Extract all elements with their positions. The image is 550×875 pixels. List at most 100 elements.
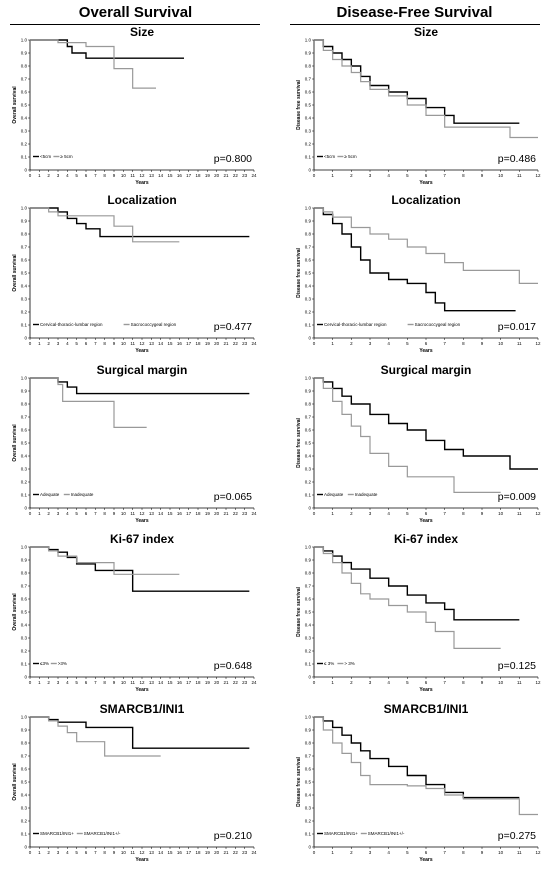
x-tick-label: 12	[139, 173, 145, 178]
y-axis-label: Disease free survival	[296, 587, 302, 637]
x-tick-label: 4	[387, 850, 390, 855]
y-tick-label: 1.0	[305, 545, 312, 550]
y-tick-label: 0.1	[21, 493, 28, 498]
km-curve-group-1	[30, 546, 250, 592]
x-tick-label: 4	[66, 680, 69, 685]
y-tick-label: 0.4	[21, 623, 28, 628]
y-tick-label: 0.5	[305, 610, 312, 615]
y-tick-label: 0.2	[21, 649, 28, 654]
x-tick-label: 12	[535, 341, 541, 346]
legend-label: SMARCB1/INI1+/-	[84, 831, 121, 836]
x-tick-label: 9	[113, 341, 116, 346]
x-tick-label: 17	[186, 850, 192, 855]
x-axis-label: Years	[419, 348, 433, 354]
x-tick-label: 6	[425, 173, 428, 178]
x-tick-label: 6	[85, 341, 88, 346]
x-tick-label: 5	[406, 850, 409, 855]
y-axis-label: Overall survival	[12, 424, 18, 462]
y-tick-label: 0.3	[305, 806, 312, 811]
y-tick-label: 0.6	[21, 90, 28, 95]
x-tick-label: 14	[158, 511, 164, 516]
y-axis-label: Overall survival	[12, 254, 18, 292]
x-tick-label: 11	[517, 680, 522, 685]
y-tick-label: 0.9	[305, 389, 312, 394]
y-tick-label: 0.8	[305, 402, 312, 407]
x-tick-label: 22	[233, 511, 239, 516]
x-tick-label: 7	[443, 850, 446, 855]
x-tick-label: 23	[242, 173, 248, 178]
p-value: p=0.477	[214, 321, 252, 333]
legend-label: SMARCB1/INI1+/-	[368, 831, 405, 836]
x-tick-label: 8	[103, 341, 106, 346]
legend-label: <5cm	[324, 154, 335, 159]
y-tick-label: 0.7	[21, 245, 28, 250]
x-tick-label: 11	[517, 511, 522, 516]
x-tick-label: 6	[85, 511, 88, 516]
y-axis-label: Disease free survival	[296, 248, 302, 298]
x-tick-label: 8	[462, 680, 465, 685]
y-tick-label: 1.0	[21, 376, 28, 381]
y-tick-label: 0.6	[21, 767, 28, 772]
y-axis-label: Disease free survival	[296, 757, 302, 807]
y-tick-label: 0	[24, 168, 27, 173]
x-tick-label: 24	[251, 341, 257, 346]
y-tick-label: 0.3	[305, 297, 312, 302]
x-tick-label: 1	[38, 511, 41, 516]
x-tick-label: 23	[242, 341, 248, 346]
x-tick-label: 22	[233, 850, 239, 855]
x-tick-label: 2	[47, 173, 50, 178]
y-tick-label: 0.7	[305, 584, 312, 589]
x-tick-label: 14	[158, 680, 164, 685]
x-tick-label: 1	[331, 341, 334, 346]
x-tick-label: 13	[149, 173, 155, 178]
x-axis-label: Years	[135, 518, 149, 524]
x-tick-label: 3	[369, 850, 372, 855]
y-tick-label: 0.1	[21, 323, 28, 328]
x-tick-label: 12	[139, 850, 145, 855]
legend-label: Sacrococcygeal region	[415, 322, 461, 327]
panel-title: SMARCB1/INI1	[100, 702, 185, 716]
x-tick-label: 2	[350, 173, 353, 178]
x-tick-label: 10	[498, 680, 504, 685]
x-tick-label: 15	[167, 173, 173, 178]
x-axis-label: Years	[135, 348, 149, 354]
x-tick-label: 16	[177, 173, 183, 178]
y-tick-label: 0.8	[21, 402, 28, 407]
x-tick-label: 22	[233, 341, 239, 346]
p-value: p=0.017	[498, 321, 536, 333]
y-tick-label: 0.2	[21, 819, 28, 824]
x-tick-label: 20	[214, 680, 220, 685]
x-tick-label: 5	[75, 850, 78, 855]
x-tick-label: 1	[331, 173, 334, 178]
x-tick-label: 19	[205, 173, 211, 178]
legend-label: Cervical-thoracic-lumbar region	[40, 322, 103, 327]
legend-label: Cervical-thoracic-lumbar region	[324, 322, 387, 327]
x-tick-label: 20	[214, 850, 220, 855]
x-tick-label: 16	[177, 341, 183, 346]
panel-title: SMARCB1/INI1	[384, 702, 469, 716]
x-tick-label: 6	[85, 680, 88, 685]
x-tick-label: 1	[331, 511, 334, 516]
km-curve-group-1	[30, 716, 250, 749]
x-tick-label: 4	[387, 511, 390, 516]
x-tick-label: 5	[75, 173, 78, 178]
x-tick-label: 6	[425, 680, 428, 685]
x-tick-label: 5	[406, 680, 409, 685]
km-curve-group-1	[30, 207, 250, 238]
legend-label: ≥ 5cm	[60, 154, 72, 159]
x-tick-label: 18	[195, 680, 201, 685]
x-tick-label: 20	[214, 511, 220, 516]
km-curve-group-2	[314, 377, 501, 493]
km-curve-group-1	[314, 377, 538, 470]
x-tick-label: 12	[535, 511, 541, 516]
km-curve-group-2	[30, 207, 180, 243]
y-tick-label: 0.4	[21, 116, 28, 121]
y-tick-label: 0.9	[21, 51, 28, 56]
x-tick-label: 2	[47, 850, 50, 855]
x-tick-label: 6	[85, 173, 88, 178]
x-tick-label: 16	[177, 680, 183, 685]
x-tick-label: 23	[242, 511, 248, 516]
y-tick-label: 0.5	[305, 441, 312, 446]
legend-label: Inadequate	[71, 492, 94, 497]
